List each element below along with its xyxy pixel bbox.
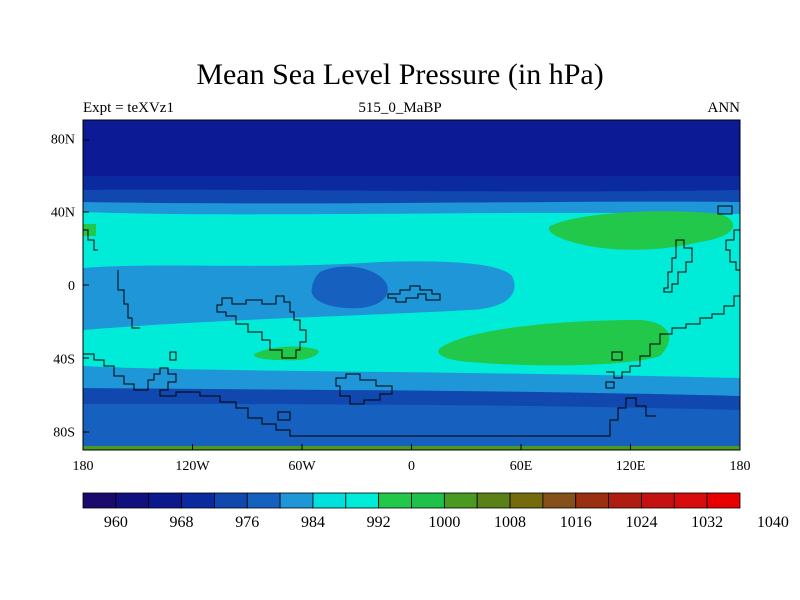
y-tick-label: 80N (51, 132, 75, 147)
x-tick-label: 60E (510, 459, 533, 474)
season-label: ANN (707, 100, 741, 116)
island-3 (611, 351, 623, 361)
colorbar-label: 984 (301, 514, 325, 531)
continent-outlines (83, 205, 740, 437)
continent-south-central (335, 373, 393, 405)
island-2 (277, 411, 291, 421)
pressure-band-south-midlat (83, 388, 740, 410)
colorbar-swatch (312, 492, 347, 509)
pressure-band-arctic (83, 120, 740, 180)
colorbar-swatch (443, 492, 478, 509)
pressure-high-north (549, 211, 734, 250)
continent-east-edge (725, 229, 740, 271)
colorbar-swatch (476, 492, 511, 509)
colorbar-swatch (213, 492, 248, 509)
colorbar-swatch (82, 492, 117, 509)
colorbar-swatch (148, 492, 182, 509)
continent-east-island (663, 239, 693, 293)
colorbar-label: 992 (367, 514, 391, 531)
x-tick-label: 180 (730, 459, 751, 474)
x-tick-label: 120E (616, 459, 646, 474)
colorbar-label: 1016 (560, 514, 592, 531)
colorbar-swatch (378, 492, 412, 509)
colorbar-swatch (575, 492, 609, 509)
island-1 (169, 351, 177, 361)
colorbar-label: 1040 (757, 514, 789, 531)
colorbar-swatch (673, 492, 708, 509)
y-tick-label: 80S (53, 426, 75, 441)
continent-west-top (83, 229, 98, 251)
axis-ticks (82, 139, 741, 450)
experiment-label: Expt = teXVz1 (83, 100, 174, 116)
colorbar-swatch (246, 492, 281, 509)
continent-west (216, 295, 307, 359)
colorbar-label: 1000 (428, 514, 460, 531)
colorbar-swatch (608, 492, 642, 509)
colorbar-swatch (411, 492, 445, 509)
y-tick-label: 40N (51, 206, 75, 221)
continent-central-island (387, 285, 441, 303)
colorbar-label: 968 (170, 514, 194, 531)
x-tick-label: 120W (175, 459, 210, 474)
y-tick-labels: 80N 40N 0 40S 80S (51, 132, 75, 440)
island-4 (605, 381, 615, 389)
plot-title: Mean Sea Level Pressure (in hPa) (196, 58, 604, 91)
continent-west-edge (117, 270, 140, 329)
x-tick-label: 60W (288, 459, 316, 474)
colorbar (82, 492, 741, 509)
colorbar-label: 960 (104, 514, 128, 531)
colorbar-label: 1008 (494, 514, 526, 531)
colorbar-swatch (706, 492, 741, 509)
pressure-low-central (311, 266, 388, 309)
colorbar-swatch (115, 492, 150, 509)
colorbar-labels: 960 968 976 984 992 1000 1008 1016 1024 1032 1040 (104, 514, 789, 531)
y-tick-label: 0 (68, 279, 75, 294)
pressure-band-equatorial (83, 261, 515, 330)
colorbar-swatch (181, 492, 215, 509)
colorbar-swatch (641, 492, 675, 509)
colorbar-swatch (345, 492, 380, 509)
pressure-field (83, 120, 740, 450)
colorbar-swatch (542, 492, 577, 509)
period-label: 515_0_MaBP (358, 100, 442, 116)
continent-antarctic (83, 353, 656, 437)
x-tick-labels: 180 120W 60W 0 60E 120E 180 (73, 459, 751, 474)
x-tick-label: 0 (408, 459, 415, 474)
colorbar-swatch (509, 492, 544, 509)
pressure-high-south-east (438, 320, 670, 366)
pressure-high-edge (83, 224, 96, 236)
island-5 (717, 205, 733, 215)
colorbar-label: 976 (235, 514, 259, 531)
colorbar-label: 1024 (625, 514, 657, 531)
colorbar-label: 1032 (691, 514, 723, 531)
y-tick-label: 40S (53, 352, 75, 367)
continent-east-south (606, 295, 740, 379)
x-tick-label: 180 (73, 459, 94, 474)
colorbar-swatch (279, 492, 314, 509)
